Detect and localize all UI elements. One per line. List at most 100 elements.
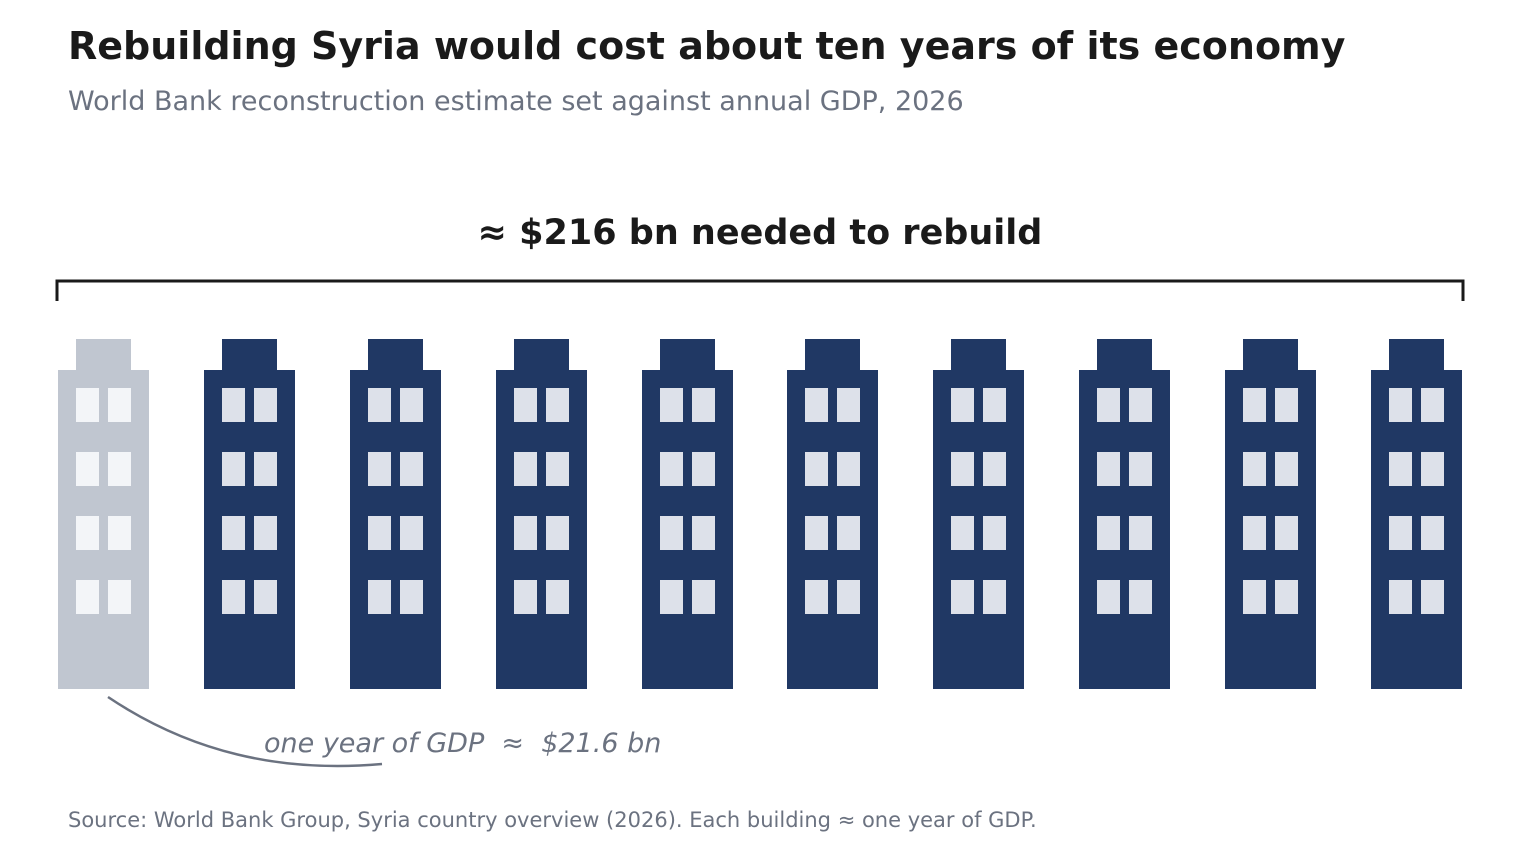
building-window	[951, 388, 974, 422]
chart-subtitle: World Bank reconstruction estimate set a…	[68, 86, 964, 117]
building-body	[933, 370, 1024, 689]
building-icon	[350, 339, 441, 689]
building-window	[1097, 516, 1120, 550]
total-bracket	[55, 279, 1465, 301]
building-window	[1275, 452, 1298, 486]
building-window	[222, 516, 245, 550]
building-window	[1275, 580, 1298, 614]
building-roof	[222, 339, 277, 371]
building-window	[400, 580, 423, 614]
building-roof	[805, 339, 860, 371]
building-roof	[514, 339, 569, 371]
building-window	[805, 452, 828, 486]
building-window	[1129, 388, 1152, 422]
building-icon	[933, 339, 1024, 689]
building-icon	[1079, 339, 1170, 689]
building-window	[951, 452, 974, 486]
building-window	[805, 580, 828, 614]
building-window	[1421, 452, 1444, 486]
building-window	[692, 452, 715, 486]
building-window	[837, 388, 860, 422]
building-window	[951, 516, 974, 550]
building-body	[1225, 370, 1316, 689]
building-window	[1243, 388, 1266, 422]
building-body	[787, 370, 878, 689]
building-window	[837, 452, 860, 486]
building-window	[514, 452, 537, 486]
building-window	[1243, 516, 1266, 550]
chart-title: Rebuilding Syria would cost about ten ye…	[68, 24, 1346, 68]
building-window	[400, 388, 423, 422]
building-window	[1389, 580, 1412, 614]
building-body	[204, 370, 295, 689]
building-window	[108, 452, 131, 486]
building-icon-highlighted	[58, 339, 149, 689]
building-window	[660, 388, 683, 422]
building-window	[1129, 516, 1152, 550]
source-note: Source: World Bank Group, Syria country …	[68, 808, 1037, 832]
building-window	[222, 452, 245, 486]
building-window	[254, 580, 277, 614]
building-window	[983, 580, 1006, 614]
building-window	[546, 452, 569, 486]
building-window	[1243, 580, 1266, 614]
building-window	[76, 452, 99, 486]
building-window	[983, 452, 1006, 486]
building-window	[546, 580, 569, 614]
building-window	[1097, 580, 1120, 614]
building-window	[76, 388, 99, 422]
building-window	[1389, 388, 1412, 422]
building-body	[1371, 370, 1462, 689]
building-window	[368, 452, 391, 486]
building-window	[222, 388, 245, 422]
building-window	[805, 388, 828, 422]
building-window	[1275, 388, 1298, 422]
building-window	[368, 516, 391, 550]
building-window	[1421, 580, 1444, 614]
unit-annotation: one year of GDP ≈ $21.6 bn	[264, 728, 661, 759]
building-window	[983, 388, 1006, 422]
building-window	[1421, 388, 1444, 422]
building-icon	[787, 339, 878, 689]
building-window	[108, 516, 131, 550]
building-window	[222, 580, 245, 614]
building-window	[400, 452, 423, 486]
building-roof	[1389, 339, 1444, 371]
building-window	[254, 388, 277, 422]
building-window	[692, 516, 715, 550]
building-icon	[642, 339, 733, 689]
building-window	[368, 388, 391, 422]
building-window	[1129, 452, 1152, 486]
building-window	[692, 580, 715, 614]
building-window	[76, 516, 99, 550]
building-window	[692, 388, 715, 422]
building-window	[1389, 516, 1412, 550]
building-window	[1389, 452, 1412, 486]
building-roof	[1243, 339, 1298, 371]
building-window	[951, 580, 974, 614]
building-window	[1097, 452, 1120, 486]
building-body	[496, 370, 587, 689]
building-window	[254, 452, 277, 486]
building-roof	[368, 339, 423, 371]
building-window	[1275, 516, 1298, 550]
building-window	[108, 388, 131, 422]
building-window	[660, 452, 683, 486]
building-window	[514, 388, 537, 422]
building-window	[76, 580, 99, 614]
building-window	[546, 516, 569, 550]
building-window	[983, 516, 1006, 550]
building-window	[1129, 580, 1152, 614]
building-body	[642, 370, 733, 689]
building-window	[368, 580, 391, 614]
building-window	[1243, 452, 1266, 486]
building-roof	[76, 339, 131, 371]
building-window	[1421, 516, 1444, 550]
building-window	[805, 516, 828, 550]
building-window	[837, 580, 860, 614]
building-icon	[1225, 339, 1316, 689]
building-body	[350, 370, 441, 689]
building-window	[514, 516, 537, 550]
building-window	[660, 580, 683, 614]
bracket-label: ≈ $216 bn needed to rebuild	[478, 213, 1043, 253]
